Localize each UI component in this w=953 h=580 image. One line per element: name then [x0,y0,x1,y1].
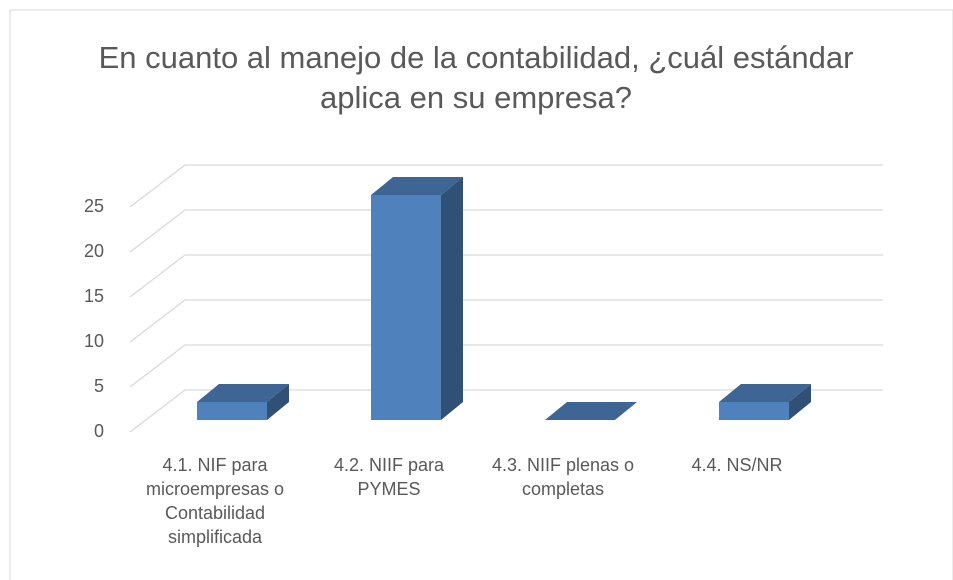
x-tick-label: 4.4. NS/NR [691,455,783,475]
chart-border [9,9,953,580]
grid-line [129,389,883,433]
bar [719,402,789,420]
bar-side [267,384,289,420]
bar-side [789,384,811,420]
y-tick-label: 20 [84,241,104,261]
x-tick-label: 4.2. NIIF para PYMES [333,455,445,499]
bar-top [719,384,811,402]
grid-line [129,164,883,208]
grid-line [129,299,883,343]
bar-top [197,384,289,402]
chart-title: En cuanto al manejo de la contabilidad, … [98,40,854,115]
grid-line [129,209,883,253]
grid-line [129,254,883,298]
bar-side [441,177,463,420]
x-tick-label: 4.1. NIF para microempresas o Contabilid… [145,455,285,547]
bar-top [545,402,637,420]
bar [371,195,441,420]
y-tick-label: 25 [84,196,104,216]
y-tick-label: 5 [94,376,104,396]
x-tick-label: 4.3. NIIF plenas o completas [491,455,635,499]
bar [197,402,267,420]
y-tick-label: 15 [84,286,104,306]
bar-top [371,177,463,195]
y-tick-label: 10 [84,331,104,351]
y-tick-label: 0 [94,421,104,441]
grid-line [129,344,883,388]
